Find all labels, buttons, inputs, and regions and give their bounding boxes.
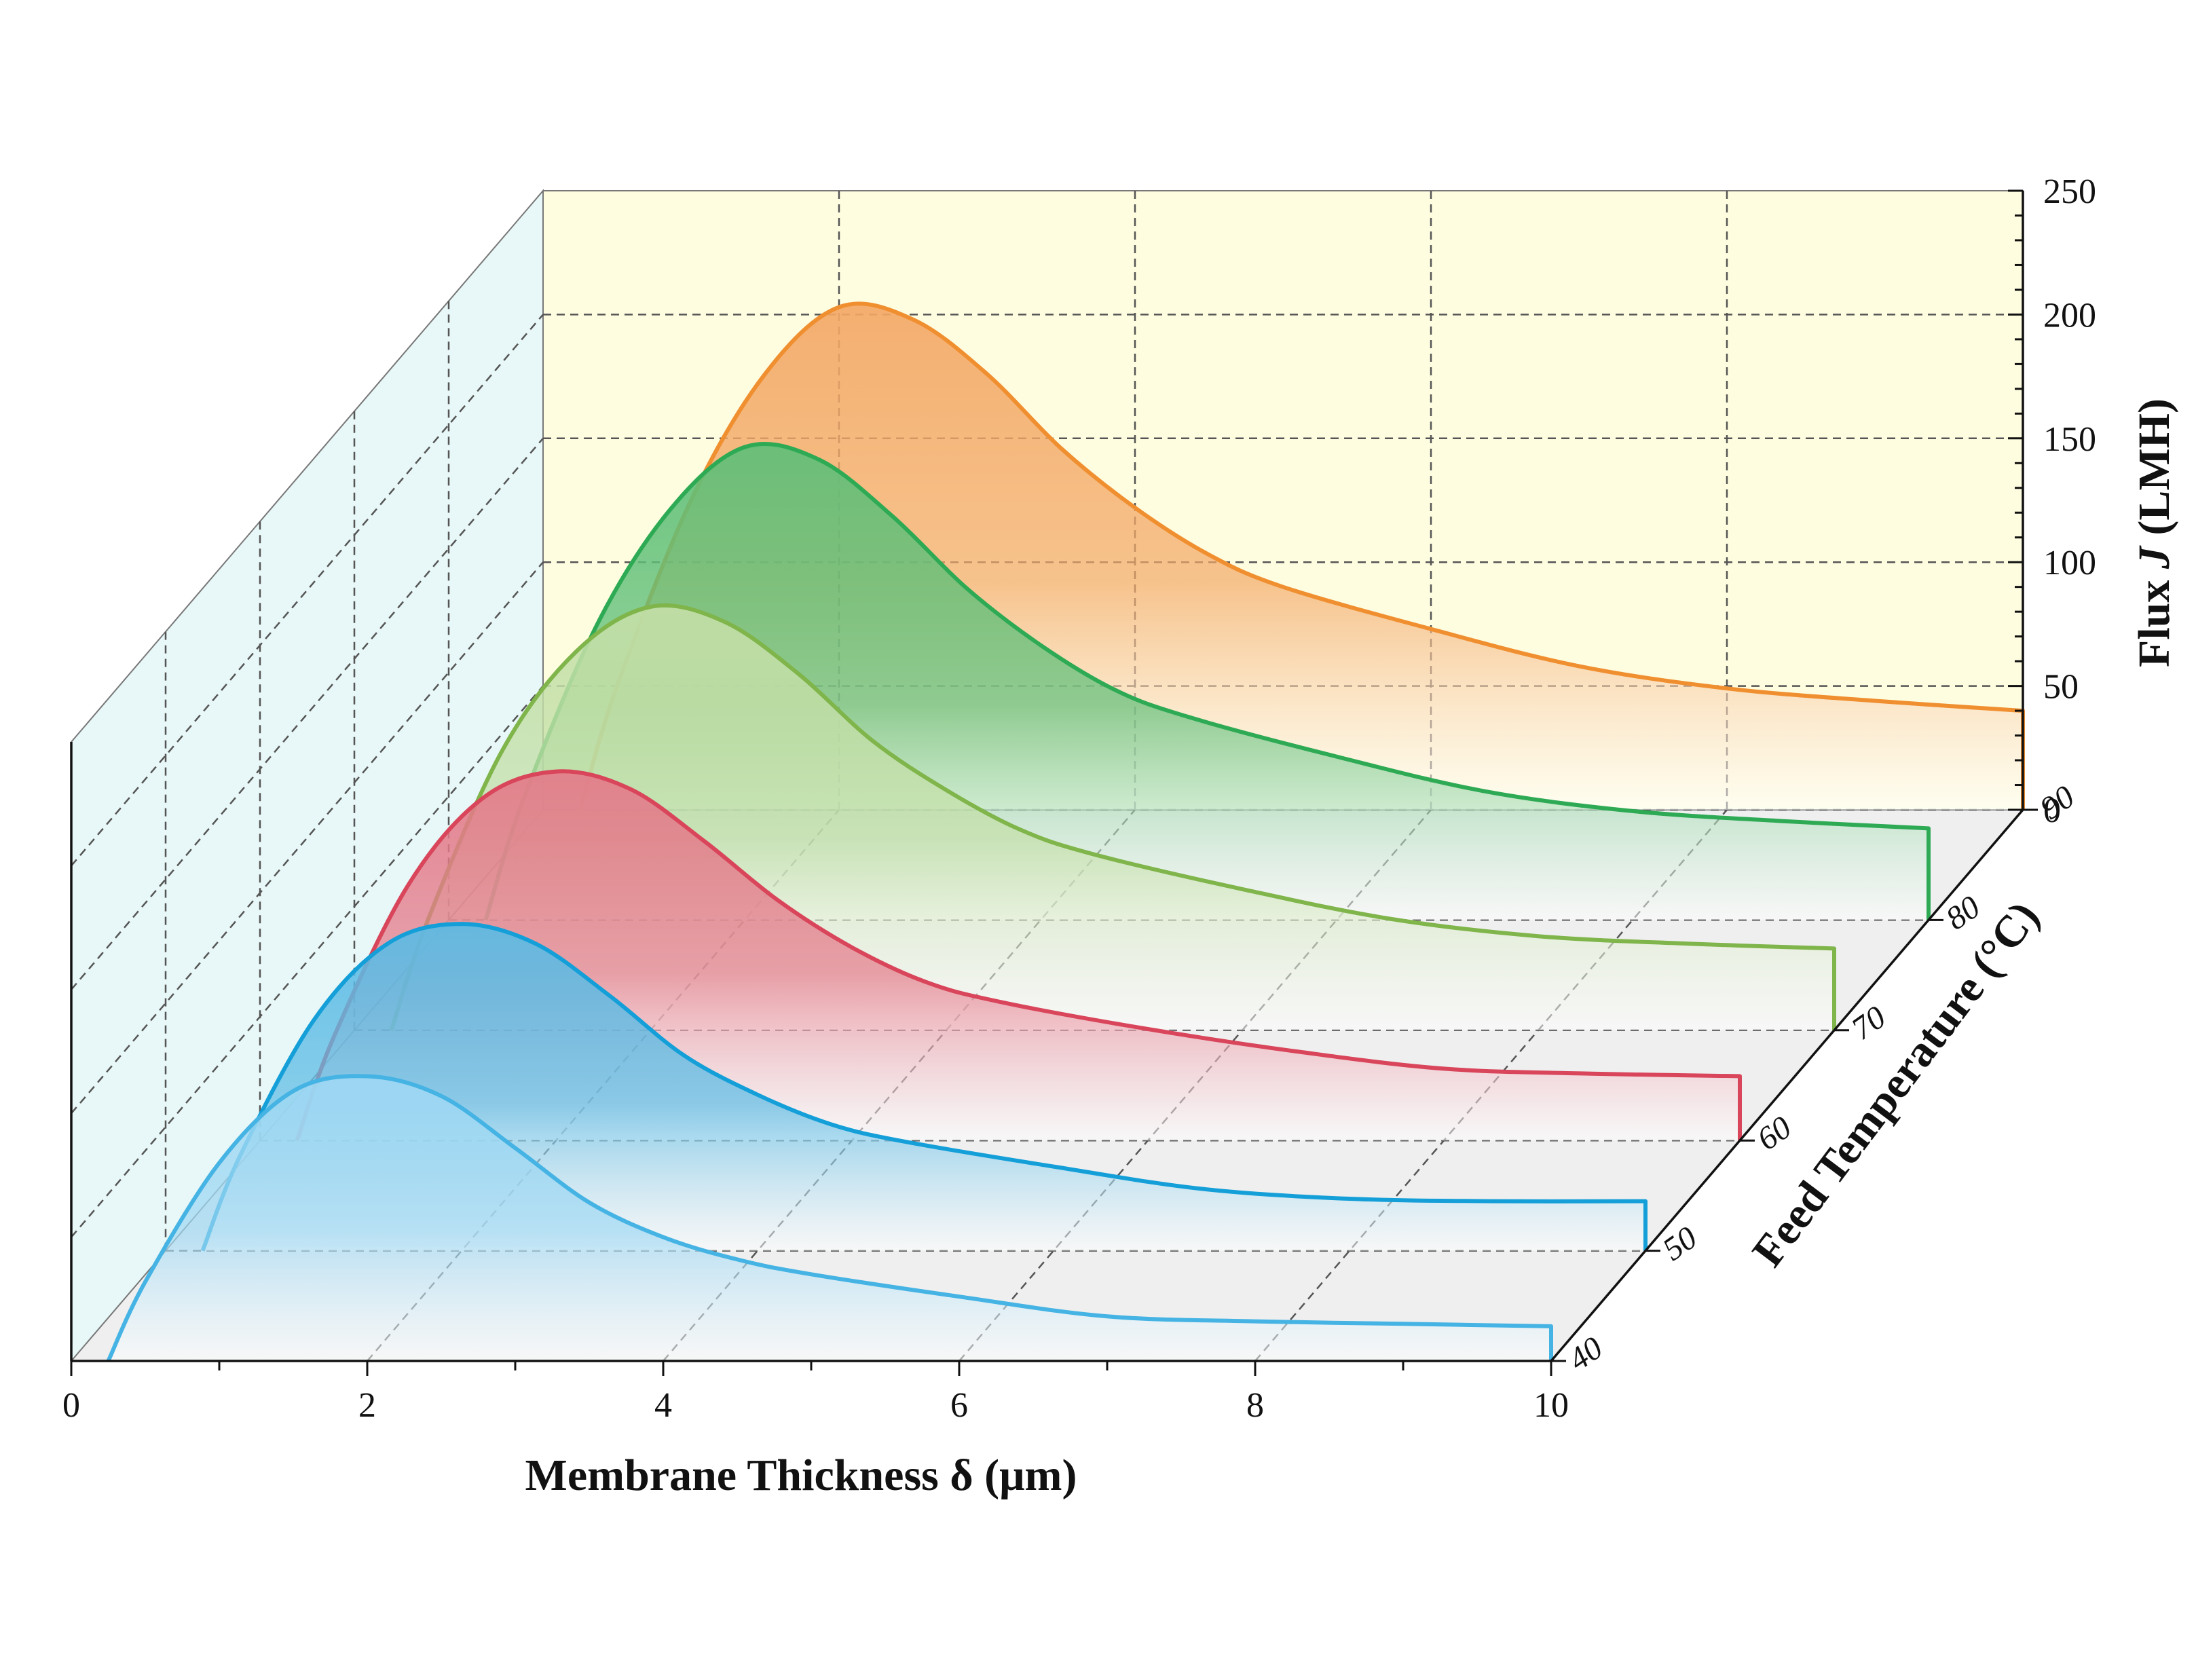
grid-line-side-y (71, 561, 544, 1115)
x-tick-label: 10 (1533, 1386, 1569, 1425)
z-tick-label: 90 (2034, 779, 2081, 827)
y-tick-label: 250 (2043, 172, 2096, 211)
grid-line-side-y (71, 314, 544, 867)
z-axis-line (1550, 808, 2024, 1362)
y-tick-label: 200 (2043, 296, 2096, 335)
series-50 (200, 922, 1648, 1252)
y-axis-title-suffix: (LMH) (2129, 398, 2179, 546)
y-axis-title-prefix: Flux (2129, 569, 2179, 667)
chart-axes (70, 189, 2038, 1376)
series-layer (106, 301, 2025, 1362)
y-tick-label: 50 (2043, 668, 2079, 707)
series-line-70 (389, 603, 1836, 1031)
y-axis-title-symbol: J (2129, 545, 2179, 570)
series-line-80 (483, 441, 1931, 921)
y-tick-label: 0 (2043, 791, 2061, 830)
y-axis-title: Flux J (LMH) (2129, 398, 2179, 667)
x-tick-label: 0 (62, 1386, 80, 1425)
x-tick-label: 2 (358, 1386, 376, 1425)
x-tick-label: 6 (950, 1386, 968, 1425)
series-area-40 (108, 1076, 1551, 1361)
x-axis-title: Membrane Thickness δ (μm) (525, 1451, 1077, 1500)
series-line-50 (200, 922, 1648, 1252)
y-tick-label: 100 (2043, 544, 2096, 582)
grid-line-side-y (71, 685, 544, 1238)
series-area-50 (202, 924, 1645, 1251)
grid-line-side-y (71, 437, 544, 990)
y-tick-label: 150 (2043, 420, 2096, 459)
series-line-40 (106, 1074, 1553, 1362)
x-tick-label: 8 (1246, 1386, 1264, 1425)
series-40 (106, 1074, 1553, 1362)
series-line-60 (295, 769, 1742, 1142)
x-tick-label: 4 (654, 1386, 672, 1425)
